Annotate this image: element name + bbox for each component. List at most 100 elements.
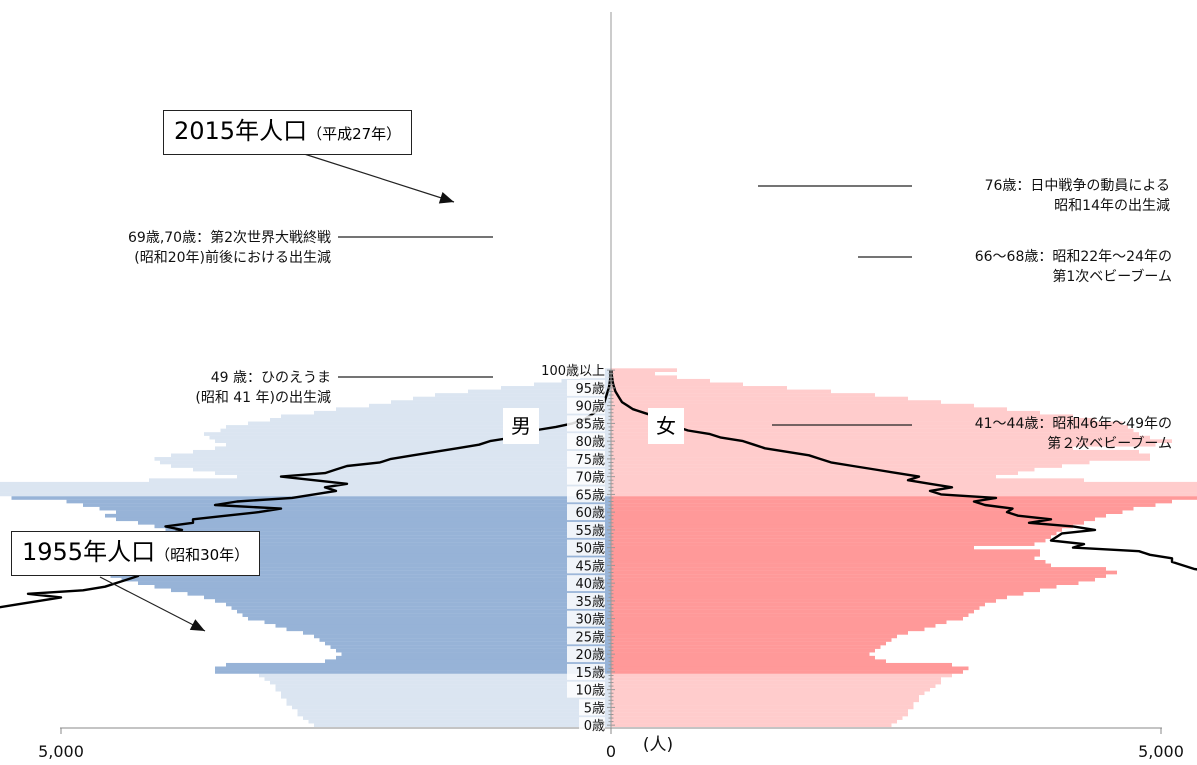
x-tick-label: 0	[606, 742, 616, 761]
bar-female-age-84	[611, 425, 1128, 429]
bar-male-age-37	[187, 591, 611, 596]
bar-female-age-76	[611, 453, 1150, 458]
box-1955-main: 1955年人口	[22, 538, 156, 566]
bar-female-age-70	[611, 474, 996, 479]
bar-female-age-32	[611, 609, 974, 614]
y-tick-label: 55歳	[575, 524, 605, 539]
bar-male-age-24	[319, 638, 611, 642]
bar-female-age-2	[611, 716, 903, 720]
y-tick-label: 85歳	[575, 417, 605, 432]
bar-female-age-45	[611, 563, 1051, 568]
bar-female-age-16	[611, 666, 969, 671]
bar-male-age-32	[237, 609, 611, 614]
bar-female-age-23	[611, 641, 886, 646]
box-1955-sub: （昭和30年）	[155, 546, 250, 564]
bar-male-age-27	[286, 627, 611, 632]
bar-female-age-90	[611, 403, 974, 408]
bar-female-age-78	[611, 446, 1073, 451]
y-label-bg	[567, 379, 605, 396]
bar-female-age-92	[611, 396, 908, 401]
bar-male-age-41	[121, 577, 611, 582]
bar-female-age-56	[611, 524, 1073, 529]
bar-female-age-74	[611, 460, 1090, 465]
y-label-bg	[567, 663, 605, 680]
bar-female-age-5	[611, 705, 914, 710]
bar-female-age-17	[611, 662, 952, 667]
bar-male-age-48	[176, 552, 611, 557]
bar-male-age-67	[0, 485, 611, 490]
bar-male-age-28	[275, 623, 611, 628]
bar-male-age-21	[336, 648, 611, 653]
bar-male-age-12	[270, 680, 611, 685]
bar-female-age-15	[611, 670, 963, 674]
bar-male-age-33	[231, 606, 611, 610]
bar-male-age-75	[154, 457, 611, 461]
bar-male-age-44	[105, 567, 611, 571]
bar-female-age-40	[611, 581, 1079, 585]
pyramid-bars	[0, 368, 1197, 727]
axes: 15,00010,0005,00005,00010,00015,000(人)0歳…	[38, 12, 1184, 761]
y-tick-label: 80歳	[575, 435, 605, 450]
y-tick-label: 40歳	[575, 577, 605, 592]
bar-male-age-39	[154, 584, 611, 589]
y-tick-label: 75歳	[575, 453, 605, 468]
bar-male-age-52	[176, 538, 611, 543]
bar-female-age-0	[611, 723, 892, 727]
bar-male-age-89	[336, 407, 611, 412]
y-tick-label: 10歳	[575, 684, 605, 699]
y-label-bg	[579, 699, 605, 716]
y-tick-label: 20歳	[575, 648, 605, 663]
bar-male-age-70	[237, 474, 611, 479]
bar-male-age-8	[281, 694, 611, 699]
y-tick-label: 35歳	[575, 595, 605, 610]
bar-female-age-37	[611, 591, 1024, 596]
x-tick-label: 5,000	[1138, 742, 1184, 761]
bar-male-age-83	[220, 428, 611, 433]
bar-female-age-96	[611, 382, 743, 387]
bar-female-age-33	[611, 606, 980, 610]
bar-male-age-86	[270, 418, 611, 422]
bar-female-age-30	[611, 616, 963, 621]
bar-male-age-60	[116, 510, 611, 514]
box-2015: 2015年人口（平成27年）	[163, 110, 413, 155]
y-label-bg	[567, 397, 605, 414]
bar-female-age-55	[611, 528, 1062, 532]
box-2015-main: 2015年人口	[174, 117, 308, 145]
bar-male-age-10	[275, 687, 611, 692]
y-tick-label: 30歳	[575, 613, 605, 628]
bar-female-age-43	[611, 570, 1117, 575]
y-label-bg	[567, 521, 605, 538]
bar-female-age-29	[611, 620, 947, 625]
bar-female-age-13	[611, 677, 941, 681]
bar-male-age-29	[264, 620, 611, 625]
bar-female-age-59	[611, 513, 1106, 518]
y-label-bg	[567, 681, 605, 698]
callout-lines	[99, 151, 912, 632]
bar-female-age-53	[611, 535, 1051, 539]
bar-female-age-48	[611, 552, 1040, 557]
bar-female-age-85	[611, 421, 1123, 426]
bar-female-age-81	[611, 435, 1150, 440]
bar-female-age-49	[611, 549, 1040, 554]
bar-female-age-86	[611, 418, 1095, 422]
bar-female-age-25	[611, 634, 897, 639]
bar-male-age-3	[297, 712, 611, 717]
y-label-bg	[567, 415, 605, 432]
bar-male-age-36	[204, 595, 611, 600]
y-label-bg	[531, 362, 605, 379]
annotation-41-44: 41〜44歳：昭和46年〜49年の 第２次ベビーブーム	[974, 416, 1172, 452]
bar-male-age-90	[369, 403, 611, 408]
bar-female-age-100	[611, 368, 677, 372]
bar-male-age-62	[83, 503, 611, 507]
bar-female-age-38	[611, 588, 1040, 593]
bar-female-age-93	[611, 393, 875, 397]
bar-female-age-26	[611, 631, 908, 635]
annotation-49: 49 歳：ひのえうま (昭和 41 年)の出生減	[195, 370, 331, 406]
bar-female-age-19	[611, 655, 875, 660]
y-tick-label: 0歳	[584, 719, 605, 734]
bar-female-age-62	[611, 503, 1156, 507]
bar-male-age-22	[330, 645, 611, 649]
bar-female-age-72	[611, 467, 1035, 472]
annotation-66-68: 66〜68歳：昭和22年〜24年の 第1次ベビーブーム	[974, 249, 1172, 285]
bar-male-age-93	[435, 393, 611, 397]
